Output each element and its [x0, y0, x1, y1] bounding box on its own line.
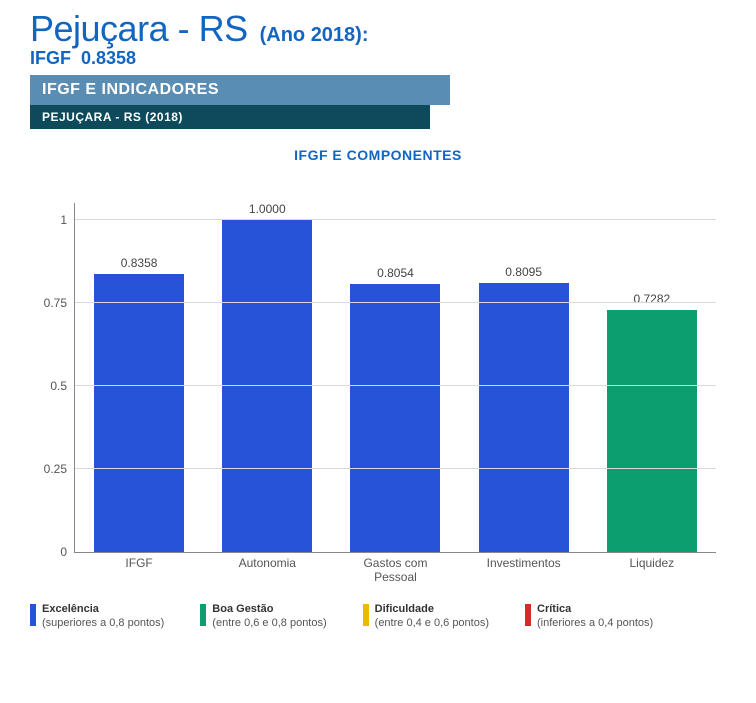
legend-swatch	[200, 604, 206, 626]
legend-text: Crítica(inferiores a 0,4 pontos)	[537, 603, 653, 631]
section-banner-indicators: IFGF E INDICADORES	[30, 75, 450, 105]
section-banner-location: PEJUÇARA - RS (2018)	[30, 105, 430, 129]
bar-value-label: 0.8095	[505, 265, 542, 279]
bar-slot: 0.7282Liquidez	[594, 203, 709, 552]
legend-text: Dificuldade(entre 0,4 e 0,6 pontos)	[375, 603, 489, 631]
plot-area: 0.8358IFGF1.0000Autonomia0.8054Gastos co…	[74, 203, 716, 553]
gridline	[75, 385, 716, 386]
legend: Excelência(superiores a 0,8 pontos) Boa G…	[0, 593, 756, 631]
bar-chart: 0.8358IFGF1.0000Autonomia0.8054Gastos co…	[30, 183, 726, 593]
x-tick-label: IFGF	[70, 556, 208, 570]
y-tick-label: 0.5	[50, 379, 75, 393]
gridline	[75, 302, 716, 303]
bars-row: 0.8358IFGF1.0000Autonomia0.8054Gastos co…	[75, 203, 716, 552]
legend-item: Crítica(inferiores a 0,4 pontos)	[525, 603, 653, 631]
score-prefix: IFGF	[30, 48, 71, 68]
chart-title: IFGF E COMPONENTES	[0, 147, 756, 163]
y-tick-label: 0.75	[44, 296, 75, 310]
x-tick-label: Investimentos	[454, 556, 592, 570]
header: Pejuçara - RS (Ano 2018):	[0, 0, 756, 50]
bar-rect	[222, 220, 312, 552]
bar-value-label: 1.0000	[249, 202, 286, 216]
legend-text: Boa Gestão(entre 0,6 e 0,8 pontos)	[212, 603, 326, 631]
legend-item: Dificuldade(entre 0,4 e 0,6 pontos)	[363, 603, 489, 631]
legend-item: Boa Gestão(entre 0,6 e 0,8 pontos)	[200, 603, 326, 631]
score-line: IFGF 0.8358	[0, 48, 756, 69]
legend-swatch	[525, 604, 531, 626]
bar-value-label: 0.7282	[633, 292, 670, 306]
y-tick-label: 0	[60, 545, 75, 559]
bar-slot: 0.8095Investimentos	[466, 203, 581, 552]
bar-slot: 1.0000Autonomia	[210, 203, 325, 552]
bar-value-label: 0.8054	[377, 266, 414, 280]
year-label: (Ano 2018):	[260, 24, 369, 47]
legend-item: Excelência(superiores a 0,8 pontos)	[30, 603, 164, 631]
x-tick-label: Liquidez	[583, 556, 721, 570]
x-tick-label: Gastos comPessoal	[326, 556, 464, 585]
score-value: 0.8358	[81, 48, 136, 68]
legend-swatch	[30, 604, 36, 626]
bar-slot: 0.8358IFGF	[81, 203, 196, 552]
bar-value-label: 0.8358	[121, 256, 158, 270]
bar-rect	[350, 284, 440, 552]
y-tick-label: 1	[60, 213, 75, 227]
bar-rect	[479, 283, 569, 552]
bar-slot: 0.8054Gastos comPessoal	[338, 203, 453, 552]
x-tick-label: Autonomia	[198, 556, 336, 570]
bar-rect	[607, 310, 697, 552]
legend-text: Excelência(superiores a 0,8 pontos)	[42, 603, 164, 631]
legend-swatch	[363, 604, 369, 626]
bar-rect	[94, 274, 184, 552]
y-tick-label: 0.25	[44, 462, 75, 476]
gridline	[75, 468, 716, 469]
city-title: Pejuçara - RS	[30, 8, 248, 50]
gridline	[75, 219, 716, 220]
